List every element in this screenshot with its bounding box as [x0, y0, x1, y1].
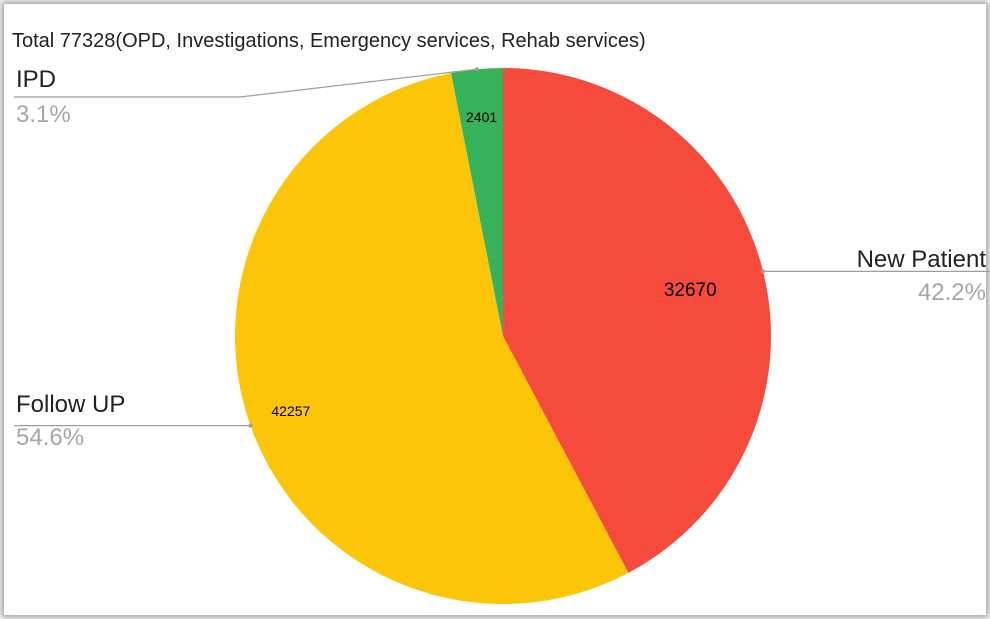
value-label-ipd: 2401	[466, 109, 497, 125]
leader-dot-ipd	[474, 67, 479, 72]
callout-labels: New Patient 42.2% Follow UP 54.6% IPD 3.1%	[16, 66, 986, 451]
callout-name-follow-up: Follow UP	[16, 391, 125, 418]
callout-name-new-patient: New Patient	[857, 246, 987, 273]
callout-percent-ipd: 3.1%	[16, 101, 71, 128]
chart-title: Total 77328(OPD, Investigations, Emergen…	[12, 30, 646, 52]
pie-slices	[234, 68, 771, 605]
value-label-new-patient: 32670	[664, 280, 717, 301]
leader-dot-follow-up	[248, 423, 253, 428]
leader-line-ipd	[14, 68, 477, 98]
slice-follow-up	[234, 73, 629, 605]
slice-ipd	[451, 68, 503, 336]
callout-percent-new-patient: 42.2%	[918, 279, 986, 306]
value-label-follow-up: 42257	[271, 403, 310, 419]
callout-percent-follow-up: 54.6%	[16, 424, 84, 451]
slice-new-patient	[503, 68, 771, 573]
leader-dot-new-patient	[761, 269, 766, 274]
leader-lines	[14, 67, 990, 428]
slice-value-labels: 32670 42257 2401	[271, 109, 716, 419]
callout-name-ipd: IPD	[16, 66, 56, 93]
